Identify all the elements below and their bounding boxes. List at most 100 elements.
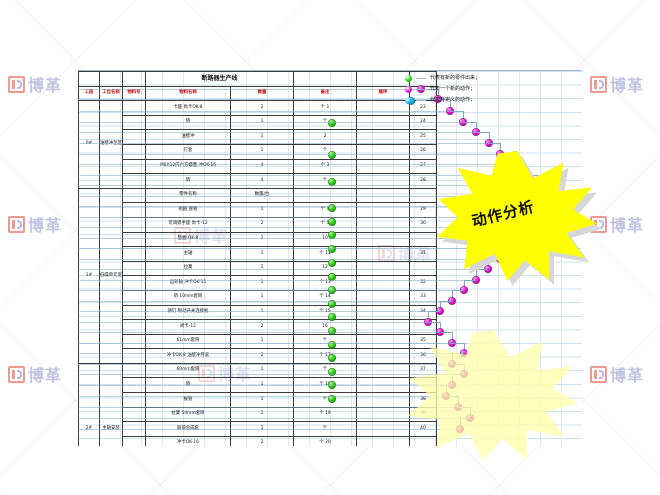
table-row[interactable]: 销 1 个 24 [79,114,437,131]
cell-matname[interactable]: 钉套 [144,143,231,160]
cell-matno[interactable] [121,377,146,394]
cell-qty[interactable]: 1 [229,289,294,306]
cell-matno[interactable] [121,435,146,446]
motion-analysis-table[interactable]: 断路器生产线 工段 工位名称 物料号 物料名称 数量 备注 顺序 0# 油壁冲至区… [78,71,437,446]
cell-order[interactable] [355,406,410,423]
cell-unit[interactable]: 个 13 [292,275,357,291]
cell-matno[interactable] [121,158,146,175]
table-row[interactable]: 拉簧 1 12 [79,260,437,277]
cell-matname[interactable]: 冲卡OK-8 油壁冲月底 [144,348,231,364]
cell-matname[interactable]: 抱箍 座管 [144,202,231,218]
cell-unit[interactable]: 个 5 [292,216,357,233]
cell-order[interactable] [355,435,410,446]
cell-qty[interactable]: 1 [229,377,294,394]
cell-qty[interactable]: 1 [229,333,294,350]
cell-order[interactable] [355,114,410,131]
cell-order[interactable] [355,421,410,437]
table-row[interactable]: 抱箍 座管 1 个 4 29 [79,202,437,218]
cell-qty[interactable]: 2 [229,319,294,335]
cell-unit[interactable]: 个 [292,114,357,131]
cell-matno[interactable] [121,275,146,291]
cell-qty[interactable]: 1 [229,260,294,277]
cell-order[interactable] [355,304,410,321]
cell-unit[interactable]: 个 [292,173,357,189]
cell-order[interactable] [355,158,410,175]
cell-matno[interactable] [121,406,146,423]
cell-matno[interactable] [121,231,146,248]
cell-matname[interactable]: 拉簧 [144,260,231,277]
cell-qty[interactable]: 2 [229,435,294,446]
cell-unit[interactable]: 个 19 [292,406,357,423]
cell-qty[interactable]: 1 [229,275,294,291]
cell-unit[interactable]: 个 [292,392,357,408]
table-row[interactable]: 尚卡-12 2 16 [79,319,437,335]
cell-unit[interactable]: 个 1 [292,100,357,116]
cell-matname[interactable]: 零件名称 [144,187,231,204]
cell-qty[interactable]: 4 [229,173,294,189]
cell-matname[interactable]: 60mm套筒 [144,362,231,379]
cell-qty[interactable]: 1 [229,406,294,423]
cell-matname[interactable]: 油壁冲 [144,129,231,145]
table-row[interactable]: 联锁总成套 1 个 40 [79,421,437,437]
cell-qty[interactable]: 2 [229,348,294,364]
cell-matname[interactable]: 联锁总成套 [144,421,231,437]
cell-matname[interactable]: 尚卡-12 [144,319,231,335]
cell-unit[interactable]: 个 [292,362,357,379]
cell-qty[interactable]: 1 [229,129,294,145]
cell-unit[interactable]: 个 [292,333,357,350]
cell-matname[interactable]: 拔管 [144,392,231,408]
cell-order[interactable] [355,392,410,408]
cell-matno[interactable] [121,216,146,233]
cell-unit[interactable]: 个 17 [292,348,357,364]
cell-unit[interactable]: 10 [292,231,357,248]
cell-order[interactable] [355,173,410,189]
cell-order[interactable] [355,202,410,218]
cell-matname[interactable]: 可调扳手座 尚卡-12 [144,216,231,233]
cell-order[interactable] [355,231,410,248]
table-row[interactable]: 61mm套筒 1 个 35 [79,333,437,350]
cell-order[interactable] [355,289,410,306]
cell-qty[interactable]: 1 [229,362,294,379]
table-row[interactable]: 冲卡OK-8 油壁冲月底 2 个 17 36 [79,348,437,364]
cell-matname[interactable]: 61mm套筒 [144,333,231,350]
cell-qty[interactable]: 4 [229,158,294,175]
cell-matname[interactable]: 卡箍 尚卡OK-8 [144,100,231,116]
cell-matname[interactable]: M8X12内六方螺塞 冲OK-16 [144,158,231,175]
cell-matno[interactable] [121,319,146,335]
cell-matno[interactable] [121,304,146,321]
cell-qty[interactable]: 1 [229,114,294,131]
cell-matno[interactable] [121,143,146,160]
cell-matname[interactable]: 销 [144,114,231,131]
cell-unit[interactable]: 个 20 [292,435,357,446]
cell-unit[interactable]: 2 [292,129,357,145]
table-row[interactable]: 销 4 个 28 [79,173,437,189]
cell-qty[interactable]: 2 [229,216,294,233]
cell-matname[interactable]: 齿轮轴 冲卡OK-15 [144,275,231,291]
cell-matname[interactable]: 冲卡OK-16 [144,435,231,446]
cell-unit[interactable]: 个 11 [292,246,357,262]
cell-order[interactable] [355,319,410,335]
cell-matno[interactable] [121,392,146,408]
table-row[interactable]: 销 10mm套筒 1 个 14 33 [79,289,437,306]
cell-qty[interactable]: 1 [229,246,294,262]
cell-order[interactable] [355,377,410,394]
cell-order[interactable] [355,333,410,350]
cell-matno[interactable] [121,362,146,379]
cell-matno[interactable] [121,348,146,364]
cell-matname[interactable]: 销 [144,377,231,394]
cell-unit[interactable]: 个 [292,143,357,160]
cell-matno[interactable] [121,129,146,145]
cell-matno[interactable] [121,421,146,437]
cell-matname[interactable]: 主轴 [144,246,231,262]
cell-order[interactable] [355,187,410,204]
cell-order[interactable] [355,143,410,160]
cell-order[interactable] [355,246,410,262]
cell-qty[interactable]: 1 [229,392,294,408]
cell-order[interactable] [355,275,410,291]
table-row[interactable]: 垫圈 OK-8 2 10 [79,231,437,248]
cell-matno[interactable] [121,260,146,277]
cell-order[interactable] [355,260,410,277]
cell-unit[interactable]: 12 [292,260,357,277]
cell-matno[interactable] [121,333,146,350]
